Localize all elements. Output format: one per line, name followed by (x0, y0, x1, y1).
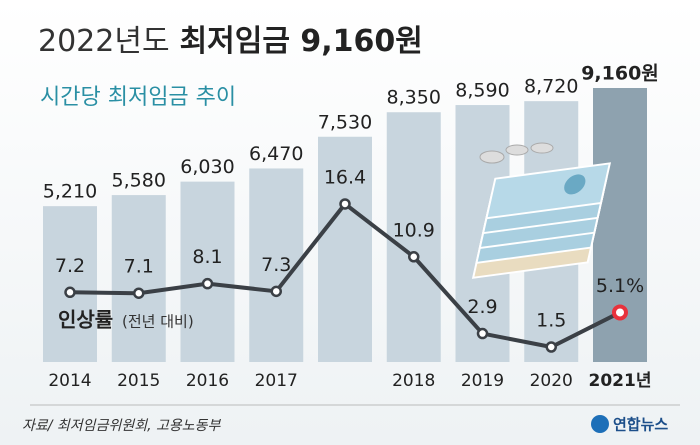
rate-point (201, 277, 214, 290)
chart-title: 2022년도 최저임금 9,160원 (38, 24, 423, 59)
bar (180, 181, 235, 362)
bar (43, 206, 97, 362)
bar-value-label: 8,720 (524, 76, 578, 98)
bar-value-label: 6,030 (180, 156, 234, 178)
title-light: 2022년도 (38, 24, 170, 59)
rate-label: 10.9 (393, 219, 435, 241)
x-tick-label: 2016 (186, 371, 229, 391)
bar (318, 136, 372, 362)
rate-label: 16.4 (324, 166, 366, 188)
bar (386, 112, 441, 363)
source: 자료/ 최저임금위원회, 고용노동부 (22, 418, 222, 434)
rate-label: 7.2 (55, 255, 85, 277)
rate-label: 7.1 (124, 256, 154, 278)
x-tick-label: 2021년 (589, 371, 652, 391)
x-tick-label: 2019 (461, 371, 504, 391)
bar-value-label: 6,470 (249, 143, 303, 165)
series-note: (전년 대비) (122, 313, 194, 331)
rate-point (133, 287, 145, 299)
rate-label: 7.3 (261, 254, 291, 276)
subtitle: 시간당 최저임금 추이 (40, 85, 236, 110)
rate-label: 8.1 (192, 246, 222, 268)
rate-label: 2.9 (467, 296, 497, 318)
rate-label: 1.5 (536, 310, 566, 332)
rate-point (408, 251, 420, 263)
bar-value-label: 7,530 (318, 111, 372, 133)
bar (111, 195, 166, 362)
bar-value-label: 5,580 (112, 170, 166, 192)
illustration (471, 142, 612, 279)
rate-point (612, 304, 628, 321)
title-bold: 최저임금 9,160원 (180, 24, 423, 59)
x-tick-label: 2017 (255, 371, 298, 391)
x-tick-label: 2020 (530, 371, 573, 391)
x-tick-label: 2014 (48, 371, 91, 391)
logo-icon (591, 415, 609, 433)
bar-value-label: 9,160원 (581, 63, 659, 85)
line-layer: 7.2 7.1 8.1 7.3 16.4 10.9 2.9 1.5 5.1% (55, 166, 644, 353)
x-tick-label: 2018 (392, 371, 435, 391)
rate-point (64, 286, 76, 299)
logo: 연합뉴스 (613, 416, 668, 434)
series-label: 인상률 (58, 308, 113, 332)
bar-value-label: 8,350 (387, 87, 441, 109)
bar-value-label: 8,590 (455, 80, 509, 102)
rate-point (270, 285, 282, 298)
rate-point (545, 341, 557, 353)
rate-point (339, 198, 351, 210)
bar-value-label: 5,210 (43, 181, 97, 203)
rate-label: 5.1% (596, 275, 644, 297)
x-tick-label: 2015 (117, 371, 160, 391)
rate-point (476, 327, 489, 340)
